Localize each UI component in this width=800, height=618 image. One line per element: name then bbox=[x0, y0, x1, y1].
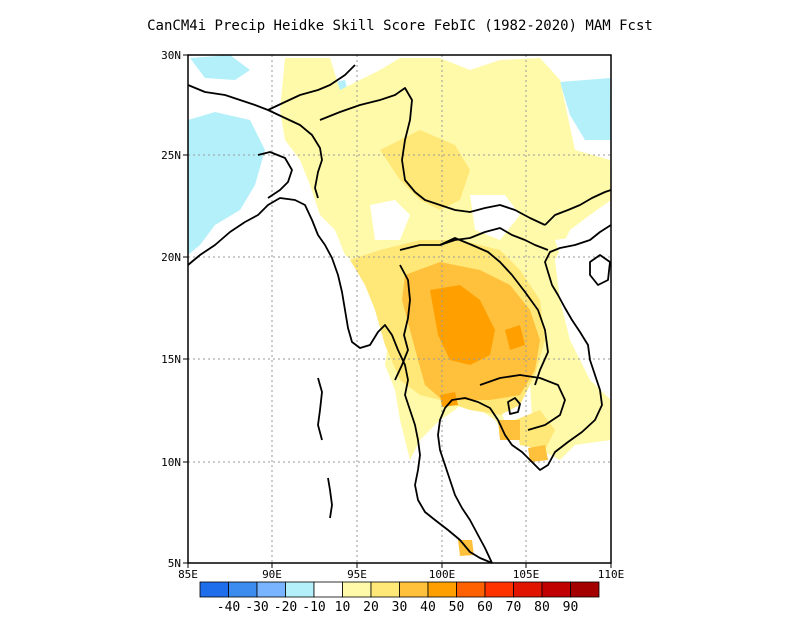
lat-tick-label: 5N bbox=[168, 557, 181, 570]
map-title: CanCM4i Precip Heidke Skill Score FebIC … bbox=[147, 18, 653, 34]
border-india-myanmar bbox=[267, 109, 323, 199]
lat-tick-label: 20N bbox=[161, 251, 181, 264]
lon-tick-label: 95E bbox=[347, 568, 367, 581]
lat-tick-label: 10N bbox=[161, 456, 181, 469]
border-laos bbox=[439, 237, 549, 386]
colorbar-swatch bbox=[456, 581, 486, 598]
colorbar: -40 -30 -20 -10 10 20 30 40 50 60 70 80 90 bbox=[199, 581, 600, 615]
field-blue-nw bbox=[190, 55, 250, 80]
field-blue-west bbox=[188, 112, 265, 255]
longitude-labels: 85E 90E 95E 100E 105E 110E bbox=[178, 568, 624, 581]
islands-nicobar bbox=[327, 477, 333, 519]
map-frame bbox=[187, 54, 612, 564]
lon-tick-label: 90E bbox=[262, 568, 282, 581]
lat-tick-label: 25N bbox=[161, 149, 181, 162]
colorbar-label: 20 bbox=[363, 600, 379, 615]
field-blue-ne bbox=[560, 78, 611, 140]
colorbar-swatch bbox=[570, 581, 600, 598]
colorbar-label: 70 bbox=[506, 600, 522, 615]
colorbar-label: 40 bbox=[420, 600, 436, 615]
lon-tick-label: 105E bbox=[513, 568, 540, 581]
coastline-bay-of-bengal-north bbox=[187, 197, 493, 564]
lat-tick-label: 30N bbox=[161, 49, 181, 62]
border-myanmar-thailand bbox=[394, 264, 411, 381]
border-cambodia bbox=[479, 374, 566, 431]
colorbar-label: -20 bbox=[274, 600, 297, 615]
colorbar-label: -10 bbox=[302, 600, 325, 615]
coastlines-borders bbox=[187, 64, 612, 564]
coastline-gulf-of-thailand bbox=[437, 224, 612, 564]
island-phu-quoc bbox=[507, 397, 521, 415]
colorbar-label: 80 bbox=[534, 600, 550, 615]
field-orange-40-b bbox=[505, 325, 525, 350]
colorbar-label: -40 bbox=[217, 600, 240, 615]
skill-score-field bbox=[188, 55, 611, 556]
colorbar-swatch bbox=[399, 581, 429, 598]
colorbar-swatch bbox=[228, 581, 258, 598]
latitude-labels: 5N 10N 15N 20N 25N 30N bbox=[161, 49, 181, 570]
coastline-vietnam-north bbox=[544, 189, 612, 226]
field-orange-30-d bbox=[498, 420, 520, 440]
colorbar-swatch bbox=[285, 581, 315, 598]
colorbar-swatch bbox=[313, 581, 343, 598]
colorbar-swatch bbox=[427, 581, 457, 598]
colorbar-swatch bbox=[541, 581, 571, 598]
field-orange-30-b bbox=[528, 445, 548, 462]
field-yellow-mid-3 bbox=[515, 410, 555, 450]
lon-tick-label: 110E bbox=[598, 568, 625, 581]
colorbar-swatch bbox=[256, 581, 286, 598]
colorbar-label: 10 bbox=[335, 600, 351, 615]
lat-tick-label: 15N bbox=[161, 353, 181, 366]
field-white-hole-4 bbox=[555, 235, 600, 300]
field-white-hole-1 bbox=[370, 200, 410, 240]
colorbar-label: 60 bbox=[477, 600, 493, 615]
border-tibet bbox=[187, 64, 356, 111]
tick-marks bbox=[183, 54, 612, 568]
colorbar-swatch bbox=[370, 581, 400, 598]
colorbar-swatch bbox=[484, 581, 514, 598]
colorbar-label: 90 bbox=[563, 600, 579, 615]
lon-tick-label: 100E bbox=[429, 568, 456, 581]
colorbar-label: -30 bbox=[245, 600, 268, 615]
colorbar-label: 50 bbox=[449, 600, 465, 615]
lon-tick-label: 85E bbox=[178, 568, 198, 581]
field-orange-40 bbox=[430, 285, 495, 365]
border-bangladesh bbox=[257, 151, 293, 199]
field-white-hole-2 bbox=[470, 195, 520, 240]
colorbar-swatch bbox=[342, 581, 372, 598]
field-orange-40-c bbox=[440, 392, 458, 407]
border-china-north bbox=[319, 87, 546, 226]
colorbar-swatch bbox=[199, 581, 229, 598]
islands-andaman bbox=[317, 377, 323, 441]
island-hainan bbox=[589, 254, 611, 286]
field-yellow-mid bbox=[380, 130, 470, 210]
border-china-south bbox=[399, 227, 549, 251]
colorbar-swatch bbox=[513, 581, 543, 598]
colorbar-label: 30 bbox=[392, 600, 408, 615]
